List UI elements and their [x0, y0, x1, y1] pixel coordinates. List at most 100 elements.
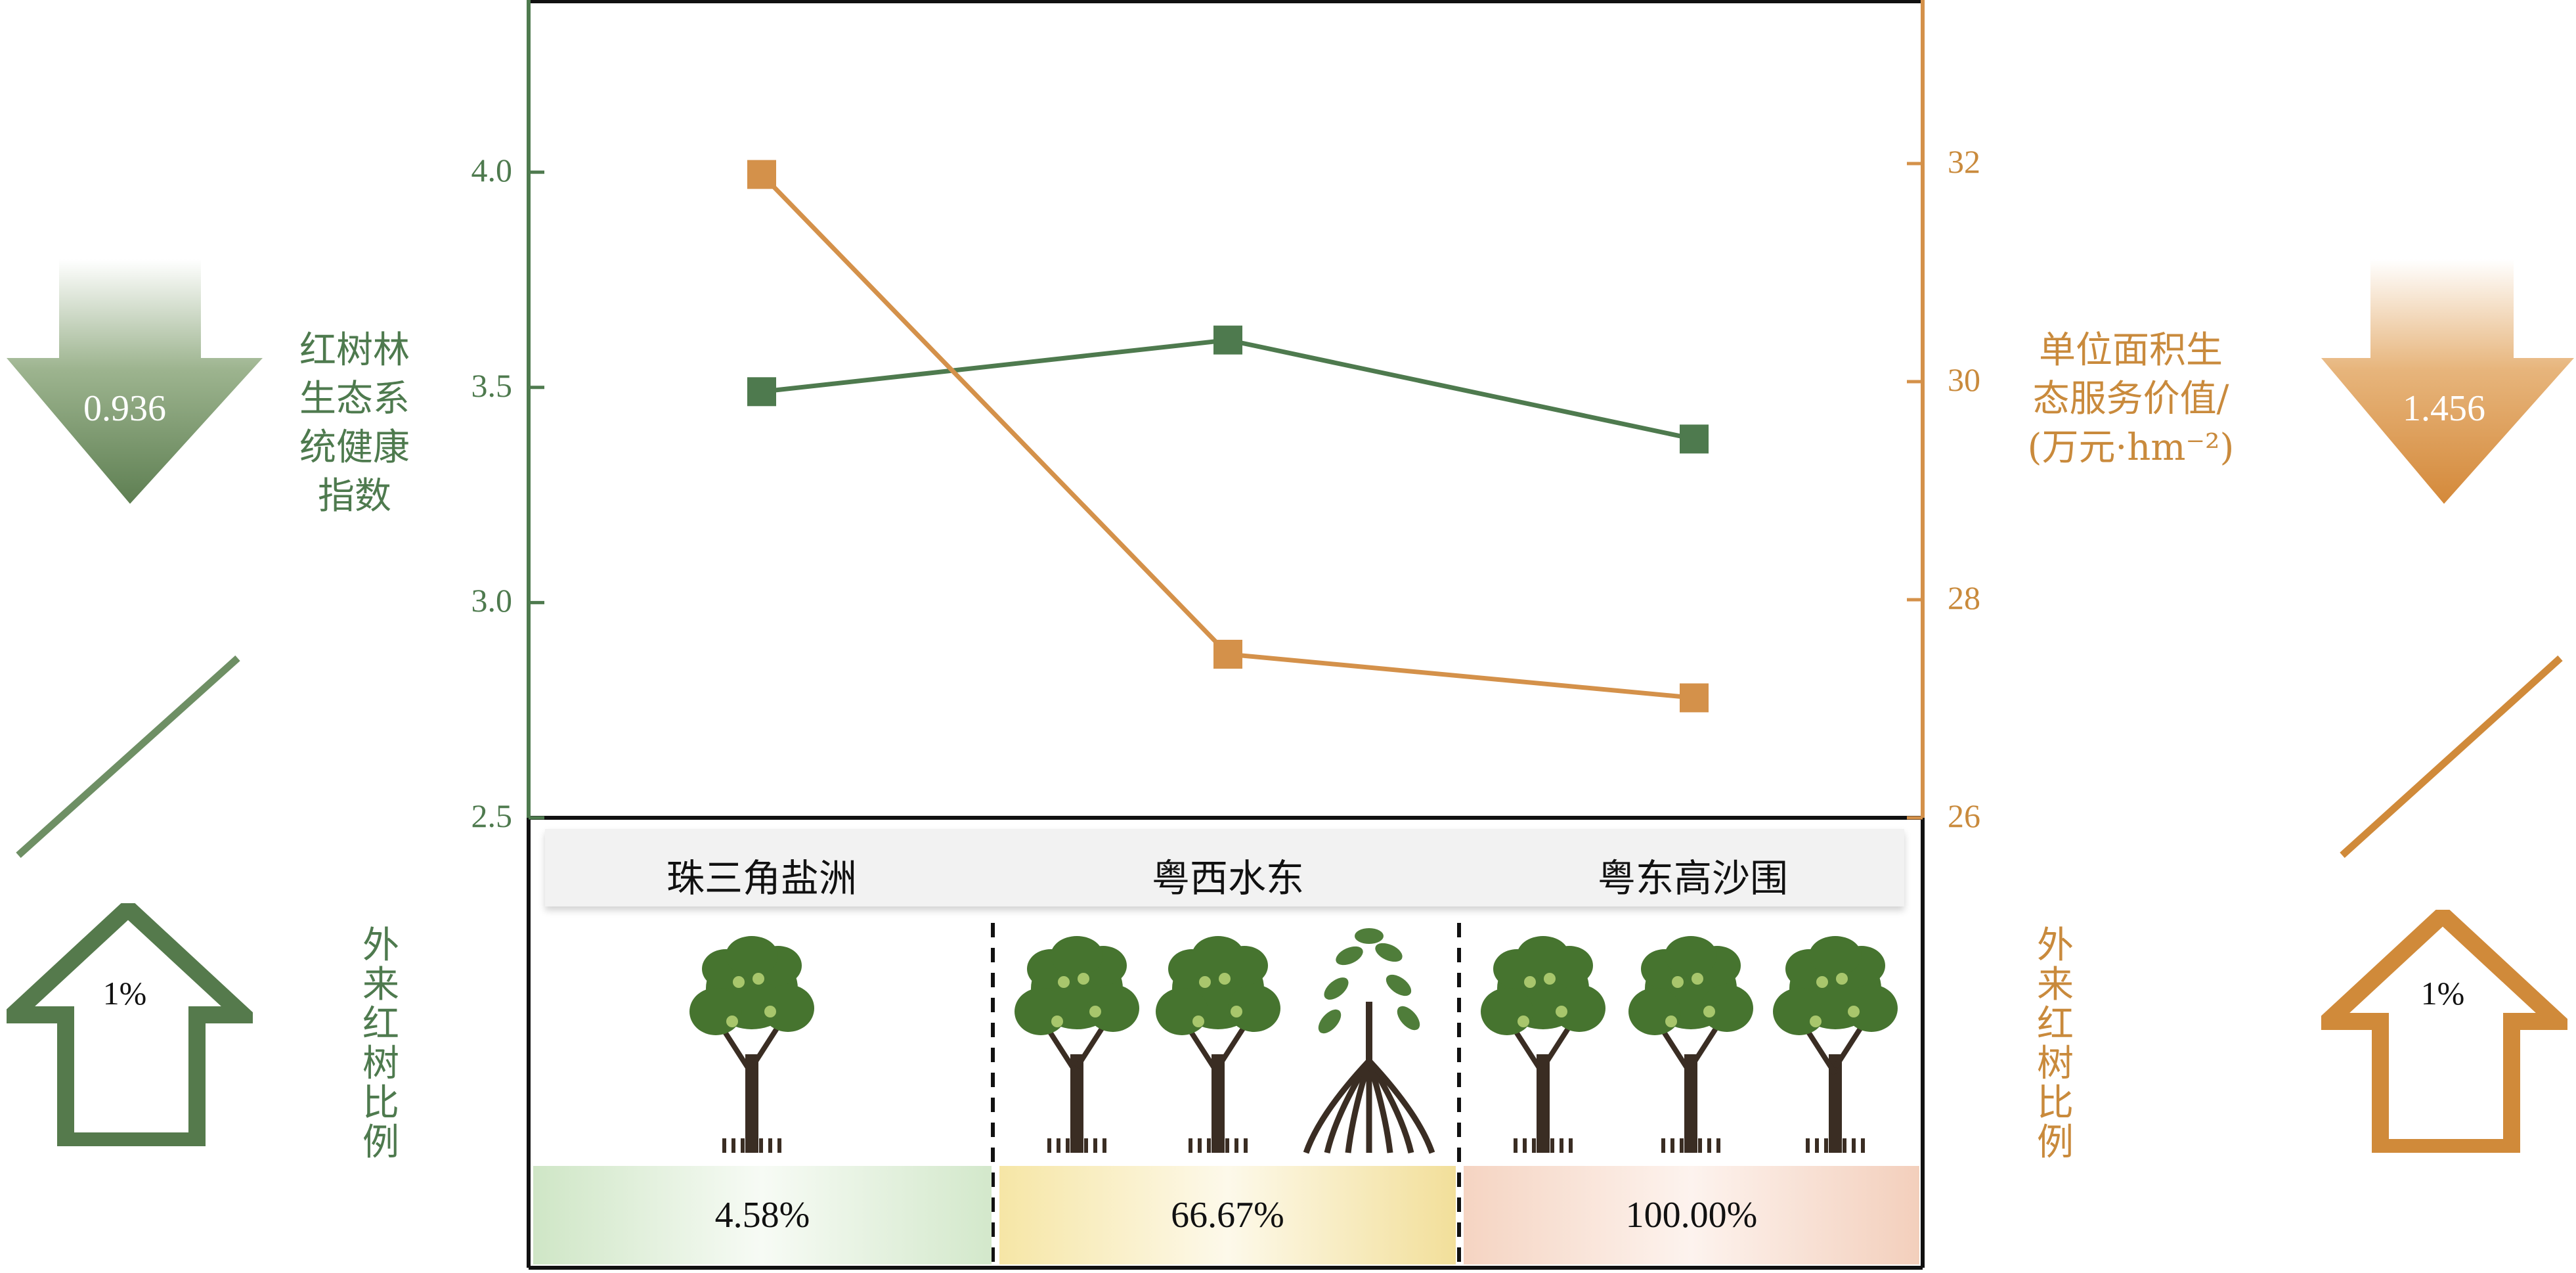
tree-leaf: [1397, 1006, 1420, 1031]
tree-fruit: [1816, 976, 1828, 988]
right-axis-title: 单位面积生 态服务价值/ (万元·hm⁻²): [2019, 326, 2242, 472]
data-point-left: [1213, 325, 1242, 355]
tree-leaf: [1318, 1009, 1342, 1034]
tree-foliage: [1701, 985, 1753, 1032]
tree-leaf: [1355, 928, 1384, 944]
tree-fruit: [1058, 976, 1070, 988]
tree-fruit: [1199, 976, 1211, 988]
tree-fruit: [1231, 1006, 1242, 1017]
tree-root: [1345, 1060, 1372, 1153]
left-axis-title: 红树林 生态系 统健康 指数: [276, 326, 433, 521]
tree-fruit: [1517, 1016, 1529, 1027]
series-line-right: [760, 173, 1695, 700]
mangrove-tree-icon: [689, 936, 814, 1153]
mangrove-tree-icon: [1773, 936, 1898, 1153]
tree-leaf: [1336, 946, 1363, 966]
tree-foliage: [689, 988, 742, 1035]
tree-fruit: [1810, 1016, 1822, 1027]
right-ratio-label-char: 红: [2037, 1003, 2074, 1046]
left-axis-title-line: 红树林: [299, 329, 410, 372]
tree-trunk: [1212, 1054, 1225, 1153]
left-tick-label: 2.5: [471, 797, 513, 834]
tree-fruit: [1219, 973, 1231, 985]
left-diagonal-line: [16, 655, 240, 859]
right-arrow-value: 1.456: [2403, 388, 2485, 429]
tree-foliage: [1156, 988, 1208, 1035]
tree-foliage: [1809, 936, 1862, 975]
tree-foliage: [1665, 936, 1717, 975]
tree-leaf: [1375, 943, 1403, 962]
tree-fruit: [1078, 973, 1089, 985]
mangrove-tree-icon: [1156, 936, 1280, 1153]
tree-fruit: [1665, 1016, 1677, 1027]
left-ratio-label-char: 树: [362, 1042, 399, 1085]
tree-fruit: [753, 973, 764, 985]
tree-foliage: [1628, 988, 1681, 1035]
tree-leaf: [1324, 977, 1349, 1000]
left-tick-label: 3.0: [471, 582, 513, 619]
tree-leaf: [1386, 974, 1412, 996]
mangrove-tree-icon: [1015, 936, 1139, 1153]
tree-fruit: [733, 976, 745, 988]
tree-root: [1324, 1059, 1372, 1154]
right-ratio-label-char: 来: [2037, 964, 2074, 1006]
exotic-ratio-box: 4.58%: [533, 1166, 992, 1264]
right-ratio-label-char: 例: [2037, 1121, 2074, 1164]
right-tick-label: 30: [1948, 361, 1980, 398]
right-axis-title-line: 态服务价值/: [2032, 378, 2229, 420]
tree-branch: [1659, 1026, 1693, 1076]
tree-trunk: [1829, 1054, 1842, 1153]
tree-fruit: [1703, 1006, 1715, 1017]
mangrove-tree-icon: [1628, 936, 1753, 1153]
right-down-arrow-icon: [2321, 259, 2574, 504]
tree-fruit: [1192, 1016, 1204, 1027]
category-label: 粤西水东: [1151, 856, 1304, 901]
left-axis-title-line: 统健康: [299, 426, 410, 469]
exotic-ratio-box: 66.67%: [999, 1166, 1456, 1264]
tree-root: [1303, 1058, 1372, 1154]
tree-foliage: [1481, 988, 1533, 1035]
right-ratio-label-char: 外: [2037, 924, 2074, 967]
exotic-mangrove-tree-icon: [1303, 928, 1435, 1154]
tree-fruit: [1544, 973, 1556, 985]
data-point-right: [1680, 683, 1709, 713]
data-point-left: [1680, 424, 1709, 454]
category-label: 珠三角盐洲: [666, 856, 857, 901]
right-ratio-label: 外 来 红 树 比 例: [2029, 926, 2082, 1163]
tree-branch: [1803, 1026, 1838, 1076]
tree-foliage: [726, 936, 778, 975]
tree-trunk: [1684, 1054, 1697, 1153]
mangrove-tree-icon: [1481, 936, 1605, 1153]
tree-fruit: [1556, 1006, 1567, 1017]
exotic-ratio-box: 100.00%: [1464, 1166, 1919, 1264]
tree-branch: [1186, 1026, 1221, 1076]
tree-fruit: [726, 1016, 738, 1027]
tree-root: [1366, 1060, 1393, 1153]
data-point-left: [747, 377, 776, 407]
right-tick-label: 28: [1948, 579, 1980, 616]
left-ratio-label-char: 例: [362, 1121, 399, 1164]
left-down-arrow-icon: [7, 259, 263, 504]
right-tick-label: 32: [1948, 143, 1980, 180]
right-tick-label: 26: [1948, 797, 1980, 834]
tree-trunk: [1537, 1054, 1550, 1153]
right-diagonal-line: [2340, 655, 2563, 859]
tree-foliage: [1517, 936, 1569, 975]
tree-foliage: [1228, 985, 1280, 1032]
tree-fruit: [1672, 976, 1684, 988]
category-label: 粤东高沙围: [1597, 856, 1788, 901]
tree-foliage: [1087, 985, 1139, 1032]
data-point-right: [1213, 640, 1242, 669]
tree-fruit: [1089, 1006, 1101, 1017]
series-line-left: [761, 338, 1695, 441]
left-ratio-percent: 1%: [102, 975, 147, 1012]
category-header-bar: [545, 829, 1904, 906]
tree-fruit: [764, 1006, 776, 1017]
right-axis-title-line: (万元·hm⁻²): [2027, 426, 2235, 469]
tree-foliage: [1845, 985, 1898, 1032]
tree-foliage: [762, 985, 814, 1032]
tree-foliage: [1773, 988, 1825, 1035]
data-point-right: [747, 160, 776, 189]
tree-foliage: [1553, 985, 1605, 1032]
